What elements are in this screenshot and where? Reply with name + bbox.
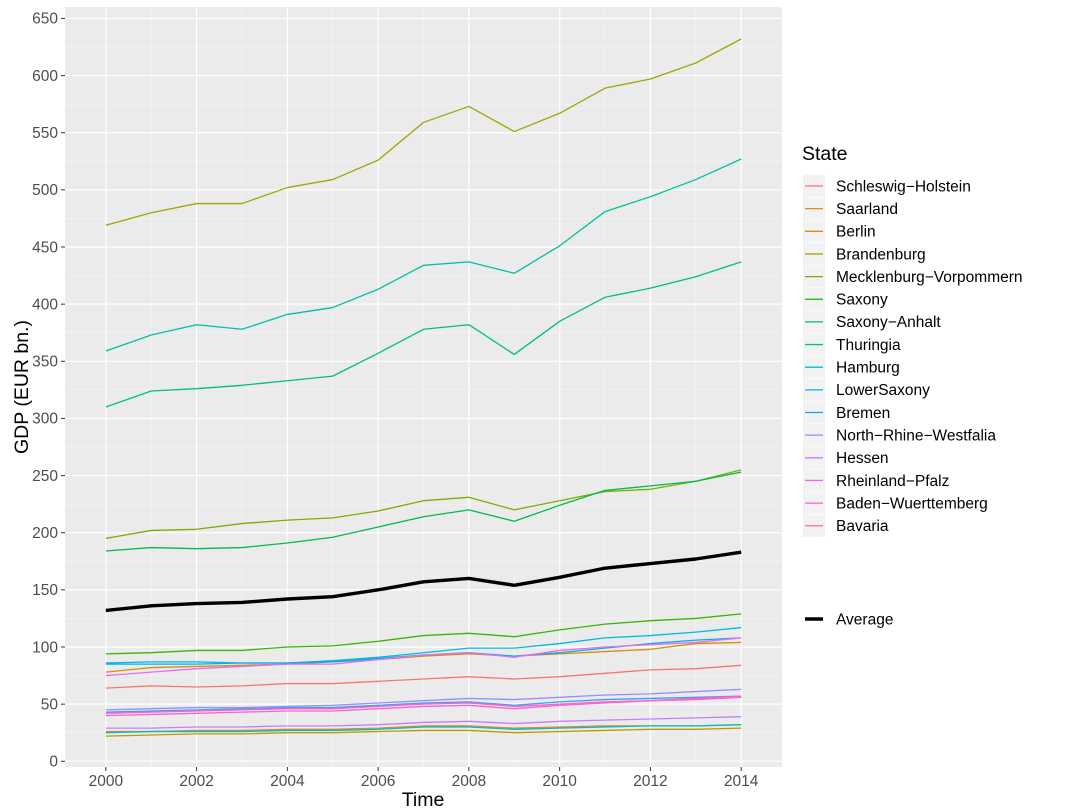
y-tick-label: 50 xyxy=(41,696,59,713)
y-tick-label: 500 xyxy=(32,182,58,199)
x-tick-label: 2004 xyxy=(270,773,305,790)
y-tick-label: 550 xyxy=(32,125,58,142)
series-line xyxy=(105,664,742,689)
x-axis-title: Time xyxy=(402,789,445,811)
series-line xyxy=(105,724,742,734)
series-line xyxy=(105,641,742,673)
x-axis: 2000 2002 2004 2006 2008 2010 2012 2014 xyxy=(89,767,759,790)
y-tick-label: 400 xyxy=(32,296,58,313)
legend-label: North−Rhine−Westfalia xyxy=(836,427,996,444)
y-tick-label: 250 xyxy=(32,468,58,485)
x-tick-label: 2012 xyxy=(633,773,667,790)
legend-label: Rheinland−Pfalz xyxy=(836,473,949,490)
legend-label: Bavaria xyxy=(836,518,889,535)
y-tick-label: 0 xyxy=(49,754,58,771)
x-tick-label: 2014 xyxy=(724,773,759,790)
series-line xyxy=(105,158,742,352)
legend-average: Average xyxy=(803,608,893,630)
x-tick-label: 2002 xyxy=(179,773,213,790)
legend-label: Mecklenburg−Vorpommern xyxy=(836,269,1023,286)
x-tick-label: 2008 xyxy=(452,773,486,790)
series-line xyxy=(105,716,742,729)
legend-label: Hamburg xyxy=(836,360,900,377)
legend-label: Saxony xyxy=(836,292,888,309)
legend-label: Saarland xyxy=(836,201,898,218)
legend-label: Schleswig−Holstein xyxy=(836,178,971,195)
y-tick-label: 450 xyxy=(32,239,58,256)
series-line xyxy=(105,613,742,655)
x-tick-label: 2000 xyxy=(89,773,124,790)
legend-label-average: Average xyxy=(836,611,893,628)
legend-label: LowerSaxony xyxy=(836,382,930,399)
series-line xyxy=(105,469,742,540)
y-tick-label: 150 xyxy=(32,582,58,599)
x-tick-label: 2010 xyxy=(542,773,577,790)
y-tick-label: 650 xyxy=(32,11,58,28)
y-axis-title: GDP (EUR bn.) xyxy=(11,320,33,454)
x-tick-label: 2006 xyxy=(361,773,395,790)
series-line xyxy=(105,727,742,737)
series-line xyxy=(105,695,742,714)
legend-label: Bremen xyxy=(836,405,890,422)
series-line xyxy=(105,261,742,408)
y-tick-label: 200 xyxy=(32,525,58,542)
legend-label: Berlin xyxy=(836,224,876,241)
legend: State Schleswig−Holstein Saarland Berlin Br… xyxy=(802,143,1023,630)
y-tick-label: 350 xyxy=(32,354,58,371)
legend-label: Brandenburg xyxy=(836,246,926,263)
y-tick-label: 600 xyxy=(32,68,58,85)
series-lines xyxy=(105,38,742,737)
legend-label: Thuringia xyxy=(836,337,901,354)
average-line xyxy=(105,550,742,613)
average-line-layer xyxy=(105,550,742,613)
y-tick-label: 100 xyxy=(32,639,58,656)
legend-label: Baden−Wuerttemberg xyxy=(836,495,988,512)
y-tick-label: 300 xyxy=(32,411,58,428)
y-axis: 0 50 100 150 200 250 300 350 400 450 500 550 600 650 xyxy=(32,11,65,771)
series-line xyxy=(105,626,742,664)
series-line xyxy=(105,688,742,711)
series-line xyxy=(105,38,742,226)
legend-label: Hessen xyxy=(836,450,889,467)
series-line xyxy=(105,695,742,713)
series-line xyxy=(105,637,742,677)
legend-label: Saxony−Anhalt xyxy=(836,314,941,331)
legend-items: Schleswig−Holstein Saarland Berlin Brandenb… xyxy=(803,175,1023,537)
legend-title: State xyxy=(802,143,848,165)
series-line xyxy=(105,471,742,552)
